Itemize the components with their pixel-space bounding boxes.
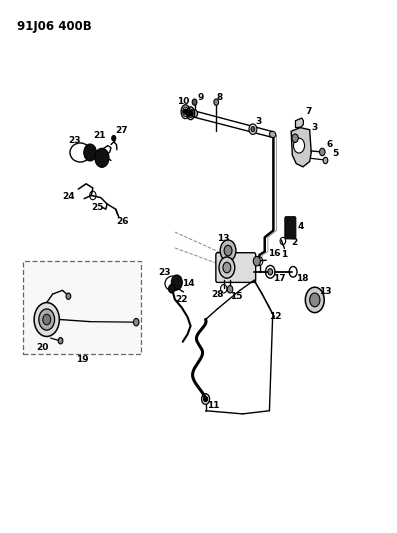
Circle shape (39, 309, 55, 330)
Circle shape (183, 109, 187, 114)
Text: 6: 6 (326, 140, 333, 149)
Text: 21: 21 (93, 131, 106, 140)
Text: 5: 5 (333, 149, 339, 158)
Text: 3: 3 (311, 123, 318, 132)
Text: 22: 22 (176, 295, 188, 304)
Ellipse shape (191, 109, 198, 117)
Circle shape (192, 99, 197, 106)
Circle shape (34, 303, 59, 336)
Text: 23: 23 (159, 268, 171, 277)
Text: 1: 1 (281, 250, 287, 259)
Text: 12: 12 (270, 312, 282, 321)
Text: 3: 3 (255, 117, 262, 126)
Circle shape (219, 257, 235, 278)
Text: 13: 13 (217, 235, 229, 244)
Text: 17: 17 (274, 273, 286, 282)
Circle shape (323, 157, 328, 164)
Circle shape (220, 240, 236, 261)
Circle shape (43, 314, 51, 325)
Text: 15: 15 (231, 292, 243, 301)
Circle shape (171, 275, 182, 290)
Text: 24: 24 (62, 192, 75, 201)
Text: 8: 8 (216, 93, 223, 102)
Text: 18: 18 (296, 273, 308, 282)
Text: 19: 19 (76, 355, 89, 364)
Text: 4: 4 (298, 222, 304, 231)
Circle shape (133, 318, 139, 326)
Circle shape (292, 134, 298, 142)
Text: 25: 25 (92, 203, 104, 212)
Circle shape (58, 337, 63, 344)
Text: 23: 23 (68, 136, 81, 145)
Text: 16: 16 (268, 249, 281, 258)
Text: 7: 7 (306, 107, 312, 116)
Polygon shape (291, 127, 311, 167)
Text: 20: 20 (37, 343, 49, 352)
Circle shape (112, 135, 116, 141)
Text: 9: 9 (197, 93, 204, 102)
Text: 14: 14 (182, 279, 195, 288)
Circle shape (169, 285, 175, 293)
Text: 10: 10 (177, 96, 189, 106)
FancyBboxPatch shape (216, 253, 256, 282)
Circle shape (268, 269, 273, 275)
Circle shape (84, 144, 96, 161)
FancyBboxPatch shape (23, 261, 141, 354)
Circle shape (223, 262, 231, 273)
Circle shape (320, 148, 325, 156)
Circle shape (310, 293, 320, 307)
Text: 28: 28 (211, 290, 224, 299)
Text: 13: 13 (319, 287, 331, 296)
Text: 2: 2 (291, 238, 298, 247)
Circle shape (214, 99, 219, 106)
Circle shape (95, 148, 109, 167)
Text: 91J06 400B: 91J06 400B (17, 20, 92, 33)
Ellipse shape (270, 131, 276, 138)
Circle shape (66, 293, 71, 300)
Text: 26: 26 (116, 217, 128, 226)
Text: 11: 11 (207, 401, 220, 410)
Circle shape (253, 256, 260, 266)
Circle shape (293, 138, 304, 153)
Circle shape (227, 286, 233, 293)
Circle shape (204, 397, 208, 402)
Circle shape (305, 287, 324, 313)
FancyBboxPatch shape (285, 216, 296, 239)
Circle shape (189, 111, 193, 116)
Circle shape (249, 124, 257, 134)
Polygon shape (295, 118, 303, 127)
Circle shape (251, 126, 255, 132)
Circle shape (224, 245, 232, 256)
Text: 27: 27 (115, 126, 128, 135)
